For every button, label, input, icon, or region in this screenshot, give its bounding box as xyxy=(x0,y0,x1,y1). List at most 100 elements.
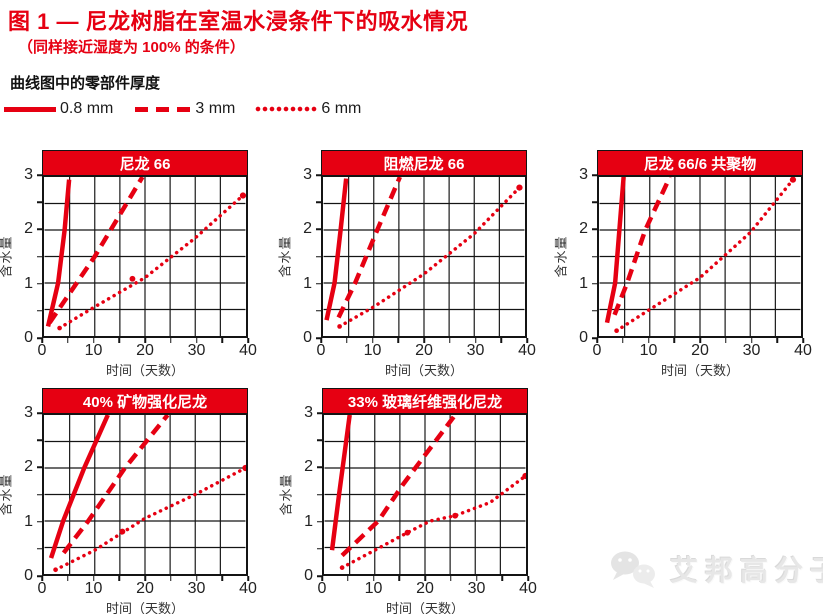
x-axis-label: 时间（天数） xyxy=(105,601,184,614)
x-tick-label: 0 xyxy=(37,580,47,597)
y-tick-label: 2 xyxy=(579,220,588,238)
y-tick-mark xyxy=(592,282,597,285)
x-tick-mark xyxy=(170,576,172,581)
y-tick-mark xyxy=(37,520,42,523)
x-tick-label: 10 xyxy=(84,580,103,597)
x-tick-mark xyxy=(347,576,349,581)
dotted-line-swatch-icon xyxy=(255,106,318,112)
x-tick-mark xyxy=(118,576,120,581)
x-tick-mark xyxy=(398,576,400,581)
x-tick-label: 30 xyxy=(742,342,761,359)
y-tick-mark xyxy=(592,310,597,312)
x-tick-label: 10 xyxy=(84,342,103,359)
x-tick-label: 10 xyxy=(364,580,383,597)
y-tick-mark xyxy=(37,282,42,285)
y-tick-mark xyxy=(316,255,321,258)
x-tick-mark xyxy=(622,338,624,343)
legend: 0.8 mm 3 mm 6 mm xyxy=(4,98,361,120)
chart-canvas xyxy=(44,415,246,574)
y-tick-label: 3 xyxy=(24,404,33,421)
plot-area xyxy=(597,175,803,338)
chart-canvas xyxy=(324,415,526,574)
solid-line-swatch-icon xyxy=(4,106,56,112)
x-tick-label: 30 xyxy=(467,580,486,597)
x-tick-mark xyxy=(526,338,528,343)
x-tick-mark xyxy=(346,338,348,343)
x-tick-label: 0 xyxy=(317,580,327,597)
y-tick-mark xyxy=(37,174,42,176)
x-tick-mark xyxy=(247,338,249,343)
y-tick-label: 0 xyxy=(24,329,33,346)
x-axis-ticks: 0 10 20 30 40 xyxy=(317,338,536,362)
x-axis-label: 时间（天数） xyxy=(660,363,739,378)
x-tick-mark xyxy=(423,338,425,343)
x-axis-label: 时间（天数） xyxy=(385,601,464,614)
x-tick-mark xyxy=(92,338,95,343)
y-tick-mark xyxy=(37,255,42,258)
watermark: 艾邦高分子 xyxy=(608,548,823,590)
x-tick-mark xyxy=(118,338,120,343)
x-tick-label: 10 xyxy=(363,342,382,359)
x-tick-label: 0 xyxy=(37,342,47,359)
y-tick-mark xyxy=(316,337,321,339)
x-tick-mark xyxy=(750,338,753,343)
chart-canvas xyxy=(323,177,525,336)
y-tick-mark xyxy=(317,412,322,414)
y-tick-label: 3 xyxy=(303,166,312,183)
chart-title: 40% 矿物强化尼龙 xyxy=(42,388,248,413)
x-tick-mark xyxy=(321,576,323,581)
legend-item-label: 0.8 mm xyxy=(60,100,114,117)
x-tick-mark xyxy=(397,338,399,343)
y-tick-label: 2 xyxy=(303,220,312,238)
chart-canvas xyxy=(44,177,246,336)
plot-area xyxy=(42,175,248,338)
x-tick-label: 40 xyxy=(518,342,536,359)
x-tick-mark xyxy=(474,338,477,343)
x-axis-ticks: 0 10 20 30 40 xyxy=(38,338,257,362)
x-tick-label: 0 xyxy=(316,342,326,359)
x-tick-label: 20 xyxy=(136,580,154,597)
x-tick-mark xyxy=(673,338,675,343)
y-tick-label: 3 xyxy=(304,404,313,421)
y-tick-label: 1 xyxy=(24,512,33,530)
y-tick-mark xyxy=(592,255,597,258)
wechat-icon xyxy=(611,551,655,588)
x-tick-mark xyxy=(195,576,198,581)
x-tick-mark xyxy=(144,576,146,581)
legend-item: 0.8 mm xyxy=(4,100,113,118)
x-tick-mark xyxy=(647,338,650,343)
legend-item-label: 3 mm xyxy=(195,100,236,117)
y-tick-label: 2 xyxy=(24,220,33,238)
x-tick-mark xyxy=(247,576,249,581)
y-tick-mark xyxy=(316,282,321,285)
x-tick-mark xyxy=(144,338,146,343)
y-tick-mark xyxy=(317,493,322,496)
y-tick-mark xyxy=(592,228,597,231)
x-tick-mark xyxy=(67,576,69,581)
y-tick-label: 1 xyxy=(24,274,33,292)
y-tick-mark xyxy=(37,466,42,469)
chart-title: 尼龙 66 xyxy=(42,150,248,175)
y-axis-ticks: 0 1 2 3 xyxy=(12,404,42,584)
x-tick-mark xyxy=(67,338,69,343)
x-tick-mark xyxy=(371,338,374,343)
y-tick-label: 1 xyxy=(579,274,588,292)
y-axis-ticks: 0 1 2 3 xyxy=(567,166,597,346)
x-tick-label: 20 xyxy=(691,342,709,359)
x-tick-mark xyxy=(372,576,375,581)
y-tick-label: 3 xyxy=(579,166,588,183)
x-axis-ticks: 0 10 20 30 40 xyxy=(318,576,537,600)
y-tick-mark xyxy=(37,228,42,231)
x-tick-mark xyxy=(41,338,43,343)
x-tick-label: 40 xyxy=(239,342,257,359)
legend-header: 曲线图中的零部件厚度 xyxy=(10,75,161,92)
x-tick-mark xyxy=(221,338,223,343)
x-tick-mark xyxy=(170,338,172,343)
plot-area xyxy=(321,175,527,338)
y-tick-mark xyxy=(316,228,321,231)
y-tick-label: 1 xyxy=(304,512,313,530)
x-tick-mark xyxy=(725,338,727,343)
